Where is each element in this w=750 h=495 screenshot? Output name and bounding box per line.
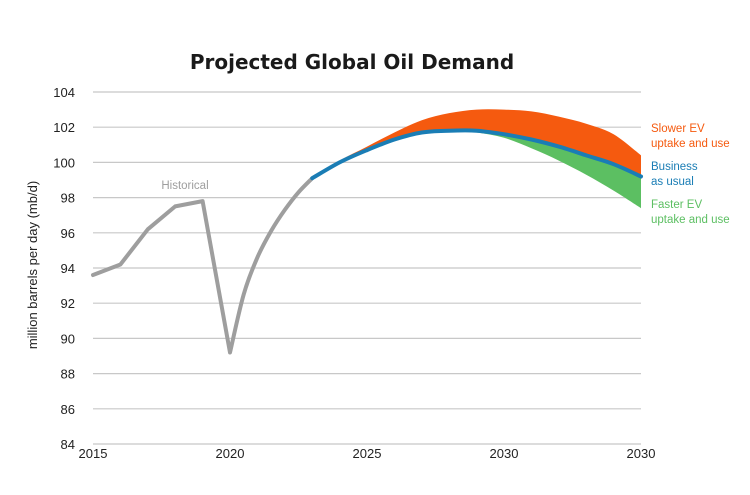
y-tick-84: 84 (61, 437, 75, 452)
scenario-bands (312, 109, 641, 209)
annotation-3: Faster EV uptake and use (651, 199, 730, 226)
historical-line (91, 176, 315, 355)
faster-ev-band (312, 130, 641, 209)
annotation-2: Business as usual (651, 161, 698, 188)
y-tick-92: 92 (61, 296, 75, 311)
annotation-1: Slower EV uptake and use (651, 123, 730, 150)
x-tick-1: 2020 (216, 446, 245, 461)
y-axis-label: million barrels per day (mb/d) (25, 181, 40, 349)
y-tick-102: 102 (53, 120, 75, 135)
y-tick-88: 88 (61, 367, 75, 382)
annotation-3-line-0: Faster EV (651, 199, 702, 211)
annotation-2-line-1: as usual (651, 176, 694, 188)
y-tick-96: 96 (61, 226, 75, 241)
x-tick-0: 2015 (79, 446, 108, 461)
slower-ev-band (312, 109, 641, 179)
y-tick-98: 98 (61, 191, 75, 206)
annotation-3-line-1: uptake and use (651, 214, 730, 226)
annotation-1-line-1: uptake and use (651, 138, 730, 150)
series-annotations: Historical Slower EV uptake and use Busines… (161, 123, 729, 226)
x-tick-labels: 2015 2020 2025 2030 2030 (79, 446, 656, 461)
business-as-usual-line (310, 128, 643, 181)
y-tick-104: 104 (53, 85, 75, 100)
y-tick-labels: 84 86 88 90 92 94 96 98 100 102 104 (53, 85, 75, 452)
x-tick-4: 2030 (627, 446, 656, 461)
series-lines (91, 128, 643, 355)
y-tick-100: 100 (53, 155, 75, 170)
y-tick-94: 94 (61, 261, 75, 276)
annotation-2-line-0: Business (651, 161, 698, 173)
x-tick-3: 2030 (490, 446, 519, 461)
chart-title: Projected Global Oil Demand (190, 50, 514, 74)
annotation-1-line-0: Slower EV (651, 123, 705, 135)
annotation-0: Historical (161, 180, 208, 192)
y-tick-90: 90 (61, 331, 75, 346)
x-tick-2: 2025 (353, 446, 382, 461)
y-tick-86: 86 (61, 402, 75, 417)
